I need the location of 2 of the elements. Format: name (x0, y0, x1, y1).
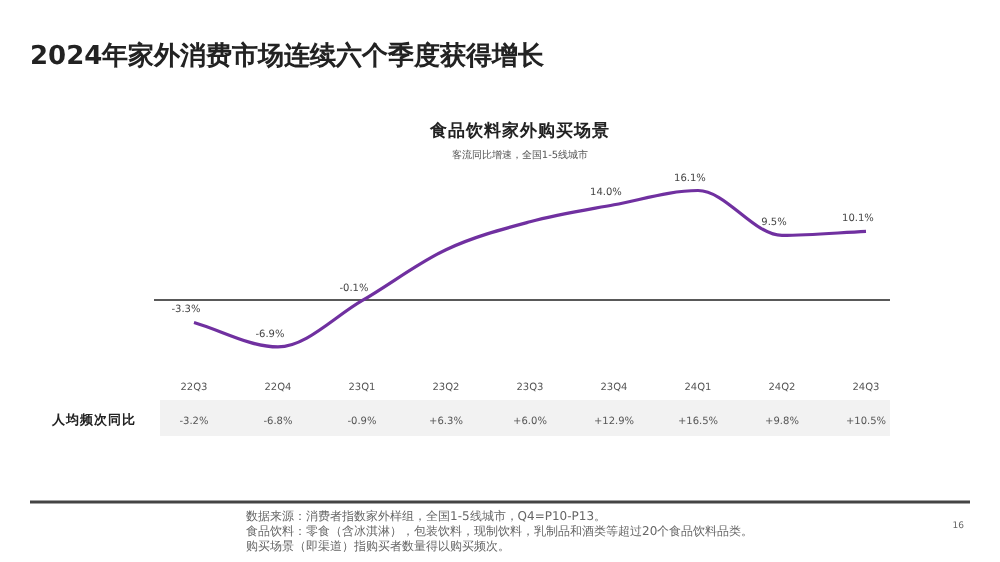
text: 2024年家外消费市场连续六个季度获得增长 (30, 40, 547, 72)
chart-title: 食品饮料家外购买场景 (428, 120, 610, 142)
